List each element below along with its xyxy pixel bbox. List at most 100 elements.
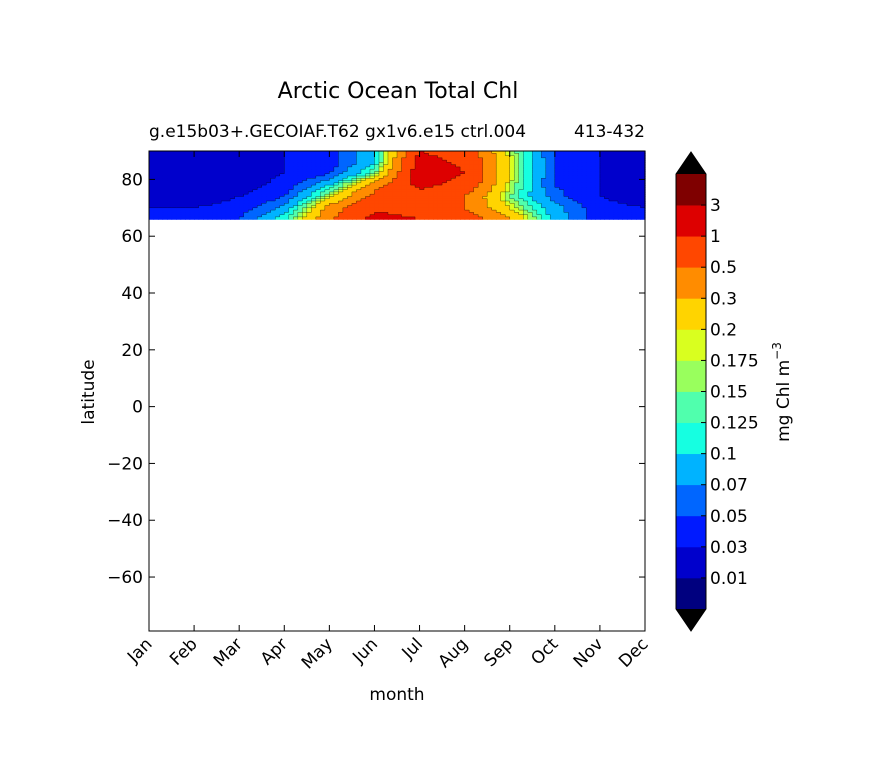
heatmap-cell (617, 178, 624, 182)
heatmap-cell (176, 196, 182, 200)
heatmap-cell (523, 205, 529, 209)
heatmap-cell (311, 216, 317, 220)
heatmap-cell (559, 175, 565, 179)
heatmap-cell (604, 203, 610, 207)
heatmap-cell (460, 194, 466, 198)
heatmap-cell (428, 212, 434, 216)
heatmap-cell (167, 212, 173, 216)
heatmap-cell (586, 162, 592, 166)
heatmap-cell (487, 164, 493, 168)
heatmap-cell (248, 210, 254, 213)
heatmap-cell (239, 196, 245, 200)
heatmap-cell (505, 164, 511, 168)
heatmap-cell (333, 162, 339, 166)
heatmap-cell (234, 171, 240, 175)
heatmap-cell (554, 162, 560, 166)
heatmap-cell (383, 169, 389, 173)
y-tick-label: 0 (132, 398, 143, 418)
heatmap-cell (496, 157, 502, 161)
heatmap-cell (406, 178, 412, 182)
heatmap-cell (541, 182, 547, 186)
heatmap-cell (266, 189, 272, 193)
heatmap-cell (378, 182, 385, 186)
heatmap-cell (347, 180, 353, 184)
heatmap-cell (360, 189, 367, 193)
heatmap-cell (428, 164, 434, 168)
heatmap-cell (239, 155, 245, 159)
heatmap-cell (590, 216, 596, 220)
heatmap-cell (360, 173, 367, 177)
heatmap-cell (180, 153, 186, 157)
heatmap-cell (302, 155, 308, 159)
heatmap-cell (599, 160, 606, 163)
heatmap-cell (306, 155, 312, 159)
heatmap-cell (333, 216, 339, 220)
heatmap-cell (626, 216, 633, 220)
heatmap-cell (491, 162, 497, 166)
heatmap-cell (613, 203, 619, 207)
heatmap-cell (158, 216, 164, 220)
heatmap-cell (225, 164, 231, 168)
heatmap-cell (604, 191, 610, 195)
heatmap-cell (397, 203, 403, 207)
heatmap-cell (311, 166, 317, 170)
heatmap-cell (207, 175, 213, 179)
heatmap-cell (581, 205, 587, 209)
heatmap-cell (518, 178, 524, 182)
heatmap-cell (590, 164, 596, 168)
heatmap-cell (378, 166, 385, 170)
heatmap-cell (581, 203, 587, 207)
heatmap-cell (185, 178, 191, 182)
heatmap-cell (581, 198, 587, 202)
heatmap-cell (550, 210, 556, 213)
heatmap-cell (590, 205, 596, 209)
heatmap-cell (338, 214, 344, 218)
heatmap-cell (514, 214, 520, 218)
heatmap-cell (415, 182, 421, 186)
heatmap-cell (302, 205, 308, 209)
heatmap-cell (401, 164, 407, 168)
heatmap-cell (397, 157, 403, 161)
heatmap-cell (482, 189, 488, 193)
heatmap-cell (473, 153, 479, 157)
heatmap-cell (333, 210, 339, 213)
heatmap-cell (559, 200, 565, 204)
heatmap-cell (387, 160, 394, 163)
heatmap-cell (523, 151, 529, 154)
heatmap-cell (275, 185, 281, 188)
heatmap-cell (230, 153, 236, 157)
heatmap-cell (577, 160, 583, 163)
heatmap-cell (261, 210, 267, 213)
heatmap-cell (216, 178, 222, 182)
heatmap-cell (225, 203, 231, 207)
heatmap-cell (397, 169, 403, 173)
heatmap-cell (252, 205, 258, 209)
heatmap-cell (288, 185, 294, 188)
heatmap-cell (329, 214, 335, 218)
heatmap-cell (563, 178, 569, 182)
heatmap-cell (383, 200, 389, 204)
heatmap-cell (153, 173, 159, 177)
heatmap-cell (424, 200, 430, 204)
heatmap-cell (631, 198, 637, 202)
heatmap-cell (293, 198, 299, 202)
heatmap-cell (527, 151, 533, 154)
heatmap-cell (176, 203, 182, 207)
heatmap-cell (198, 153, 204, 157)
heatmap-cell (640, 164, 646, 168)
heatmap-cell (257, 187, 263, 191)
heatmap-cell (360, 175, 367, 179)
heatmap-cell (383, 153, 389, 157)
heatmap-cell (599, 189, 606, 193)
heatmap-cell (239, 207, 245, 211)
colorbar-extend-top (676, 152, 706, 174)
heatmap-cell (212, 157, 218, 161)
heatmap-cell (338, 198, 344, 202)
heatmap-cell (306, 200, 312, 204)
heatmap-cell (455, 166, 461, 170)
heatmap-cell (581, 216, 587, 220)
heatmap-cell (162, 200, 168, 204)
heatmap-cell (586, 200, 592, 204)
heatmap-cell (383, 180, 389, 184)
heatmap-cell (433, 151, 439, 154)
